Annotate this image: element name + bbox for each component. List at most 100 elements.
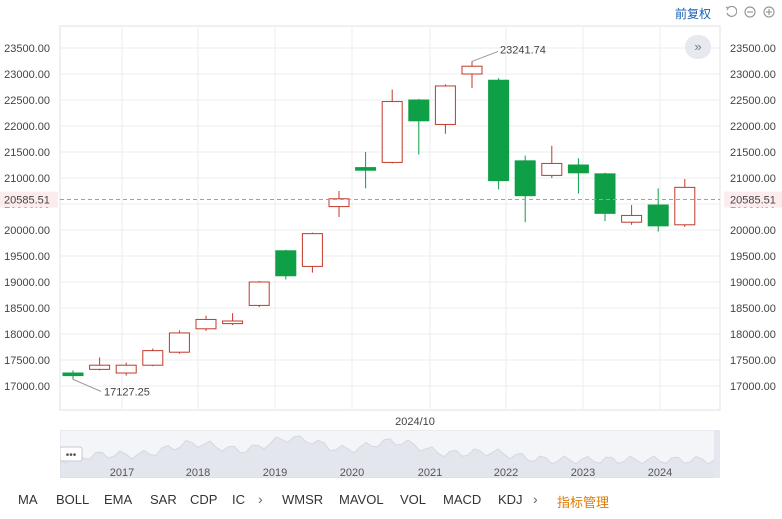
zoom-in-icon[interactable] xyxy=(763,6,775,18)
y-tick-label: 21000.00 xyxy=(730,173,776,185)
candle-body xyxy=(195,318,217,330)
navigator-year-label: 2023 xyxy=(571,467,595,478)
y-axis-left: 17000.00 17500.00 18000.00 18500.00 19000.00… xyxy=(4,43,50,393)
y-tick-label: 17000.00 xyxy=(730,381,776,393)
plot-frame xyxy=(59,25,721,411)
indicator-tab-wmsr[interactable]: WMSR xyxy=(282,492,324,507)
y-tick-label: 18000.00 xyxy=(4,329,50,341)
y-tick-label: 17000.00 xyxy=(4,381,50,393)
indicator-tab-vol[interactable]: VOL xyxy=(400,492,427,507)
candle xyxy=(115,362,137,376)
y-tick-label: 23500.00 xyxy=(4,43,50,55)
candle-body xyxy=(567,164,589,174)
indicator-tab-boll[interactable]: BOLL xyxy=(56,492,90,507)
candle xyxy=(301,232,323,273)
reset-icon[interactable] xyxy=(725,6,737,18)
navigator-year-label: 2024 xyxy=(648,467,672,478)
candle-body xyxy=(275,250,297,277)
candle-body xyxy=(647,204,669,227)
candle-body xyxy=(142,350,164,366)
candle xyxy=(674,179,696,227)
y-tick-label: 21500.00 xyxy=(730,147,776,159)
y-tick-label: 19000.00 xyxy=(730,277,776,289)
candle-body xyxy=(461,65,483,75)
y-tick-label: 23000.00 xyxy=(4,69,50,81)
adjust-mode-button[interactable]: 前复权 xyxy=(675,7,712,21)
y-tick-label: 22000.00 xyxy=(730,121,776,133)
navigator-year-label: 2019 xyxy=(263,467,287,478)
y-tick-label: 21500.00 xyxy=(4,147,50,159)
y-tick-label: 18500.00 xyxy=(4,303,50,315)
indicator-tab-ema[interactable]: EMA xyxy=(104,492,133,507)
current-price-tag-left xyxy=(0,191,58,208)
navigator-area xyxy=(60,435,720,478)
y-tick-label: 23000.00 xyxy=(730,69,776,81)
y-tick-label: 18500.00 xyxy=(730,303,776,315)
current-price-label-left: 20585.51 xyxy=(4,195,50,207)
grid xyxy=(60,26,720,410)
chevron-right-icon[interactable]: › xyxy=(533,491,538,507)
candle-body xyxy=(594,173,616,214)
y-tick-label: 19500.00 xyxy=(4,251,50,263)
candle-body xyxy=(355,167,377,171)
indicator-tab-macd[interactable]: MACD xyxy=(443,492,482,507)
candle-body xyxy=(222,320,244,325)
candle xyxy=(355,152,377,189)
y-tick-label: 19000.00 xyxy=(4,277,50,289)
max-annotation-leader xyxy=(471,50,499,62)
navigator-year-label: 2020 xyxy=(340,467,364,478)
candle xyxy=(647,188,669,232)
candle xyxy=(488,78,510,190)
candle-body xyxy=(434,85,456,125)
candle xyxy=(434,84,456,134)
candle xyxy=(408,98,430,155)
candle-body xyxy=(381,101,403,163)
candle xyxy=(514,155,536,223)
candle-body xyxy=(621,214,643,223)
indicator-tab-sar[interactable]: SAR xyxy=(150,492,177,507)
candle xyxy=(62,370,84,380)
time-navigator[interactable]: 2017 2018 2019 2020 2021 2022 2023 2024 ••• xyxy=(60,430,720,478)
indicator-manage-button[interactable]: 指标管理 xyxy=(557,495,610,510)
indicator-tab-cdp[interactable]: CDP xyxy=(190,492,218,507)
indicator-tabs: MA BOLL EMA SAR CDP IC WMSR MAVOL VOL MACD KDJ › › 指标… xyxy=(0,484,782,516)
y-tick-label: 22500.00 xyxy=(730,95,776,107)
y-tick-label: 22500.00 xyxy=(4,95,50,107)
max-annotation: 23241.74 xyxy=(500,44,546,56)
candle-body xyxy=(248,281,270,306)
current-price-tag-right xyxy=(724,191,782,208)
navigator-handle-label: ••• xyxy=(66,450,77,461)
indicator-tab-ma[interactable]: MA xyxy=(18,492,38,507)
y-axis-right: 17000.00 17500.00 18000.00 18500.00 19000.00… xyxy=(730,43,776,393)
navigator-year-label: 2018 xyxy=(186,467,210,478)
navigator-handle[interactable] xyxy=(60,446,83,462)
zoom-out-icon[interactable] xyxy=(744,6,756,18)
indicator-tab-ic[interactable]: IC xyxy=(232,492,245,507)
candle xyxy=(461,61,483,89)
candlestick-chart[interactable]: 17000.00 17500.00 18000.00 18500.00 19000.00… xyxy=(0,0,782,430)
candle xyxy=(222,313,244,326)
candle xyxy=(381,89,403,164)
candle-body xyxy=(328,198,350,208)
candle-body xyxy=(89,364,111,370)
y-tick-label: 17500.00 xyxy=(730,355,776,367)
candle-body xyxy=(514,160,536,197)
candle-body xyxy=(115,364,137,374)
candle xyxy=(567,158,589,194)
collapse-panel-button[interactable]: » xyxy=(685,35,711,59)
candle-body xyxy=(674,186,696,226)
candle-body xyxy=(408,99,430,122)
candle xyxy=(195,315,217,331)
indicator-tab-kdj[interactable]: KDJ xyxy=(498,492,523,507)
y-tick-label: 20000.00 xyxy=(4,225,50,237)
candle xyxy=(168,330,190,354)
indicator-tab-mavol[interactable]: MAVOL xyxy=(339,492,384,507)
navigator-year-label: 2017 xyxy=(110,467,134,478)
y-tick-label: 19500.00 xyxy=(730,251,776,263)
y-tick-label: 22000.00 xyxy=(4,121,50,133)
y-tick-label: 18000.00 xyxy=(730,329,776,341)
navigator-right-handle[interactable] xyxy=(714,430,720,478)
top-toolbar: 前复权 xyxy=(0,0,782,26)
chevron-right-icon[interactable]: › xyxy=(258,491,263,507)
candle xyxy=(142,348,164,367)
